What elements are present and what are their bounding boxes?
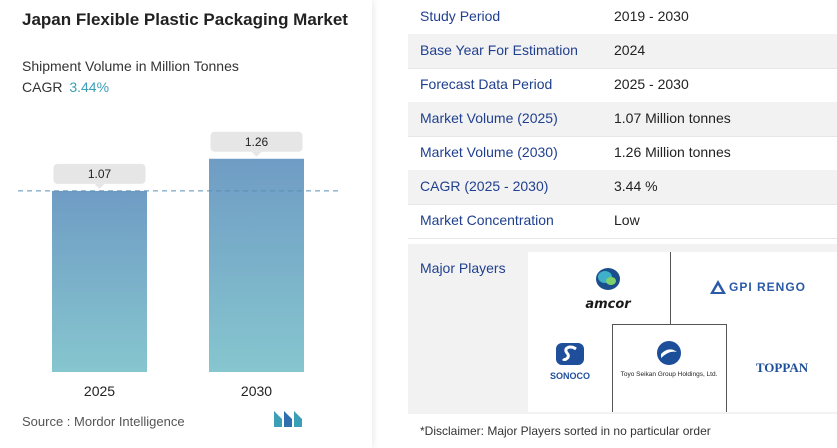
major-players-box: Major Players amcor	[408, 244, 837, 414]
fact-value: 1.07 Million tonnes	[614, 110, 731, 126]
fact-row: Market Concentration Low	[408, 204, 837, 239]
divider	[612, 324, 726, 325]
fact-row: Market Volume (2030) 1.26 Million tonnes	[408, 136, 837, 171]
fact-row: CAGR (2025 - 2030) 3.44 %	[408, 170, 837, 205]
data-label-pointer	[251, 151, 262, 157]
rengo-logo: GPI RENGO	[688, 280, 828, 294]
bar	[209, 158, 304, 372]
fact-label: Study Period	[420, 8, 501, 24]
fact-value: 2024	[614, 42, 646, 58]
x-tick-label: 2030	[241, 383, 272, 399]
cagr-label: CAGR	[22, 79, 63, 95]
amcor-logo: amcor	[558, 266, 658, 312]
disclaimer-text: *Disclaimer: Major Players sorted in no …	[420, 424, 711, 438]
fact-value: 2019 - 2030	[614, 8, 689, 24]
sonoco-wordmark: SONOCO	[549, 371, 590, 381]
toyo-seikan-icon	[657, 341, 681, 365]
rengo-wordmark: GPI RENGO	[728, 280, 806, 294]
fact-label: Market Volume (2025)	[420, 110, 558, 126]
fact-value: 2025 - 2030	[614, 76, 689, 92]
facts-panel: Study Period 2019 - 2030 Base Year For E…	[408, 0, 837, 448]
divider	[670, 252, 671, 324]
fact-value: 1.26 Million tonnes	[614, 144, 731, 160]
bar-chart: 1.07 2025 1.26 2030	[18, 131, 340, 399]
toppan-wordmark: TOPPAN	[755, 360, 809, 375]
toppan-logo: TOPPAN	[732, 360, 832, 376]
amcor-wordmark: amcor	[585, 297, 631, 312]
logo-grid: amcor GPI RENGO SONOCO	[528, 252, 837, 412]
toyo-seikan-wordmark: Toyo Seikan Group Holdings, Ltd.	[620, 371, 718, 378]
rengo-triangle-icon	[709, 280, 726, 294]
sonoco-logo: SONOCO	[532, 342, 608, 381]
chart-subtitle: Shipment Volume in Million Tonnes	[22, 58, 239, 74]
toyo-seikan-logo: Toyo Seikan Group Holdings, Ltd.	[616, 340, 722, 378]
fact-label: Base Year For Estimation	[420, 42, 578, 58]
data-label-box	[53, 163, 146, 184]
fact-value: 3.44 %	[614, 178, 658, 194]
fact-label: Forecast Data Period	[420, 76, 553, 92]
cagr-value: 3.44%	[69, 79, 110, 95]
fact-label: CAGR (2025 - 2030)	[420, 178, 549, 194]
sonoco-s-icon	[556, 343, 584, 365]
data-label: 1.26	[245, 135, 269, 149]
divider	[612, 324, 613, 412]
fact-label: Market Volume (2030)	[420, 144, 558, 160]
fact-row: Base Year For Estimation 2024	[408, 34, 837, 69]
fact-row: Market Volume (2025) 1.07 Million tonnes	[408, 102, 837, 137]
x-tick-label: 2025	[84, 383, 115, 399]
fact-value: Low	[614, 212, 640, 228]
amcor-icon	[596, 268, 620, 290]
data-label: 1.07	[88, 167, 112, 181]
cagr-line: CAGR 3.44%	[22, 79, 109, 95]
divider	[726, 324, 727, 412]
chart-panel: Japan Flexible Plastic Packaging Market …	[0, 0, 372, 448]
bar	[52, 190, 147, 372]
fact-label: Market Concentration	[420, 212, 554, 228]
fact-row: Forecast Data Period 2025 - 2030	[408, 68, 837, 103]
fact-row: Study Period 2019 - 2030	[408, 0, 837, 35]
chart-title: Japan Flexible Plastic Packaging Market	[22, 10, 348, 29]
major-players-label: Major Players	[420, 260, 506, 276]
source-text: Source : Mordor Intelligence	[22, 414, 185, 429]
mordor-logo-icon	[274, 411, 302, 427]
data-label-pointer	[94, 183, 105, 189]
data-label-box	[210, 131, 303, 152]
